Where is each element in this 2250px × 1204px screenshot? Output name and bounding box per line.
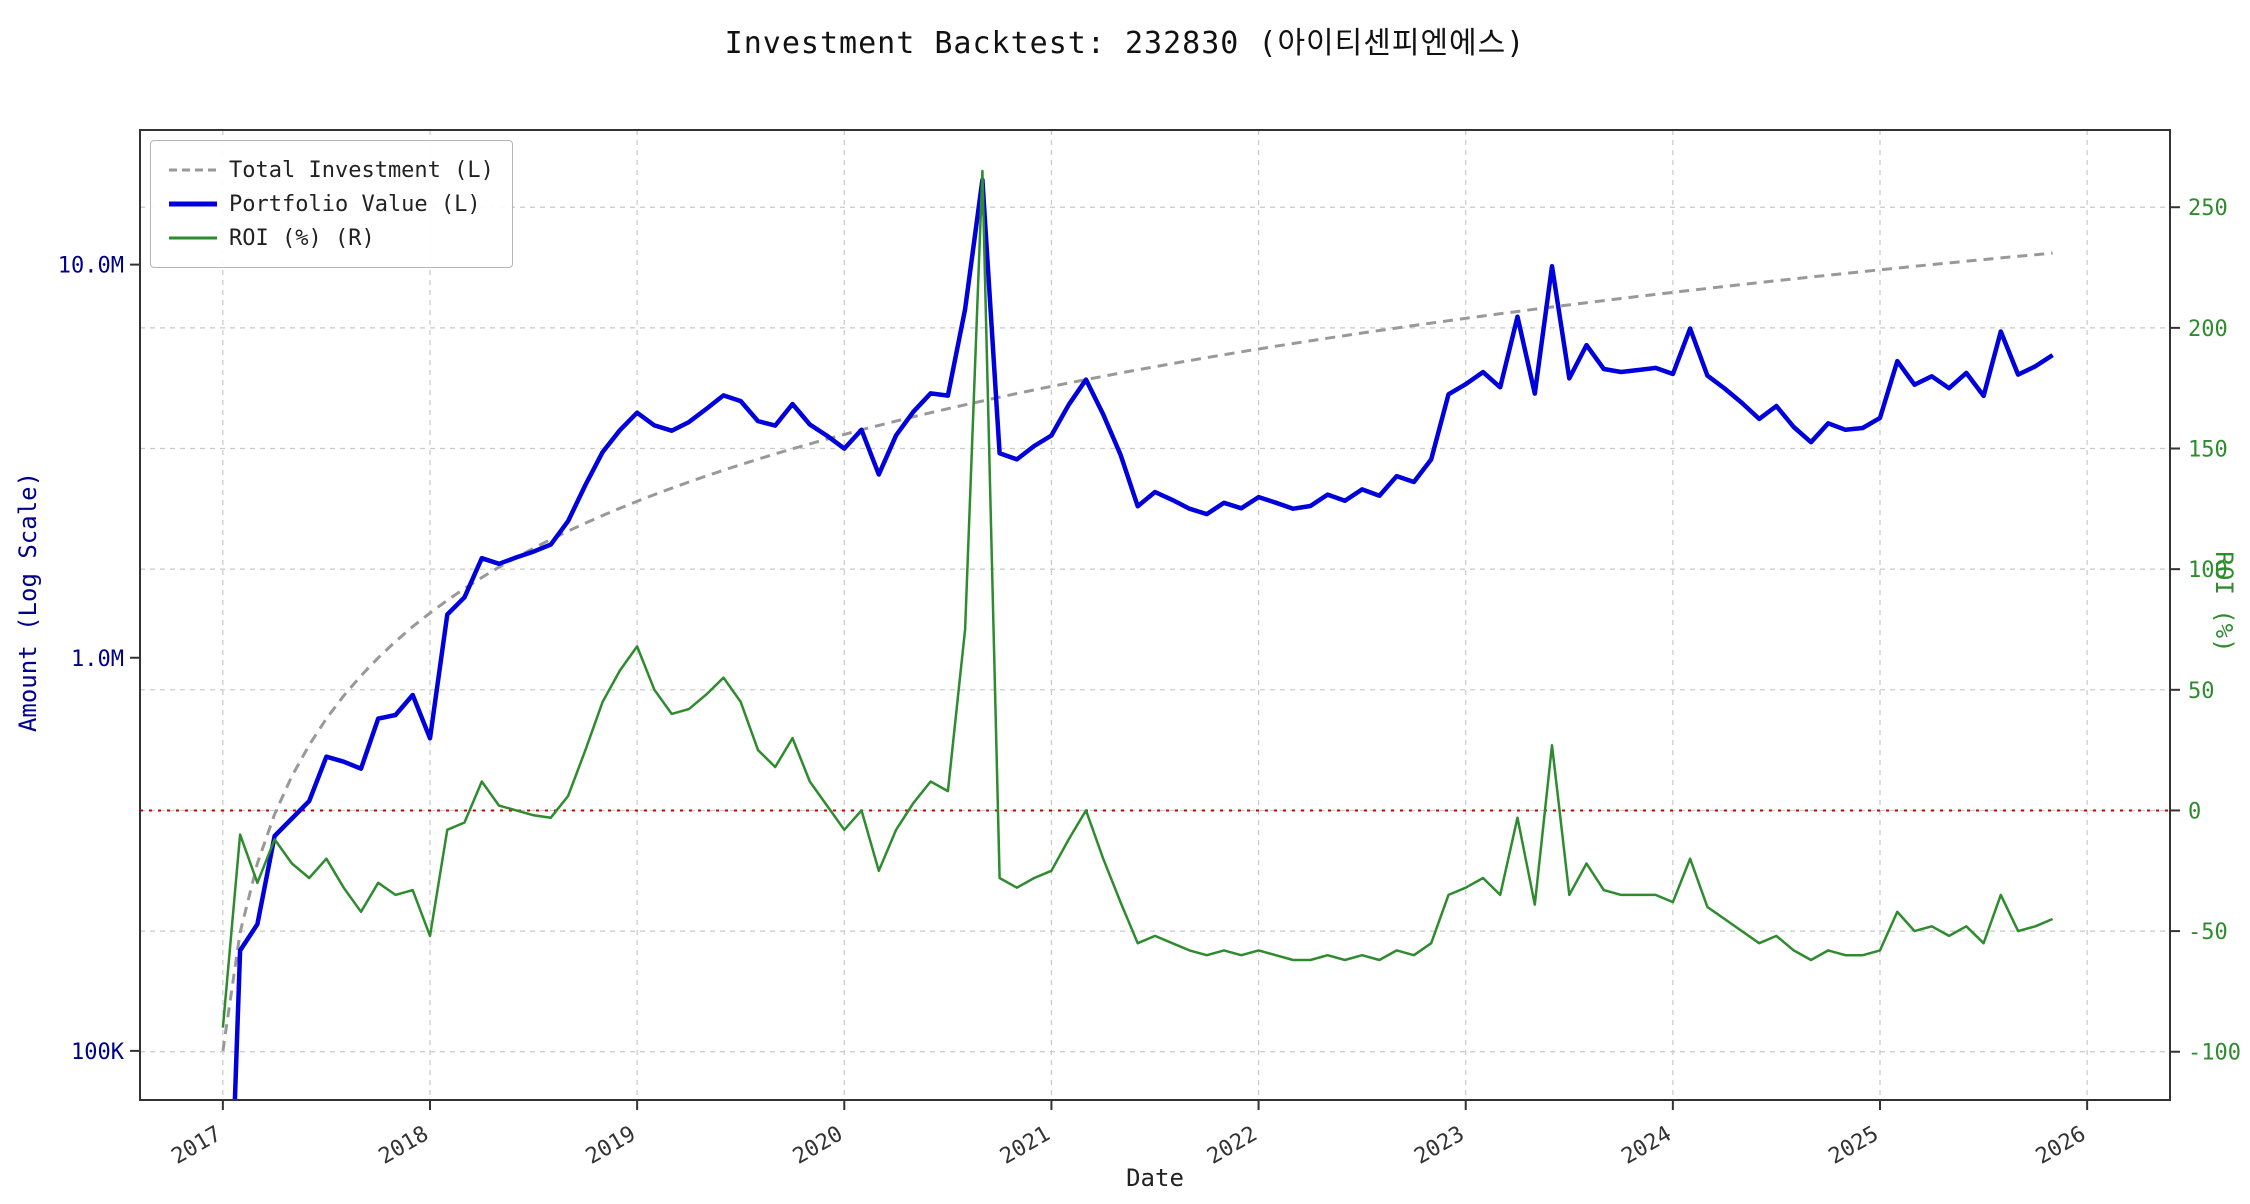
y-right-tick-label: 250 [2188,196,2228,221]
y-right-tick-label: -100 [2188,1041,2241,1066]
x-tick-label: 2021 [996,1122,1054,1170]
y-left-tick-label: 1.0M [71,647,124,672]
y-right-tick-label: -50 [2188,920,2228,945]
legend-label-portfolio-value: Portfolio Value (L) [229,191,481,217]
x-tick-label: 2019 [582,1122,640,1170]
y-right-tick-label: 200 [2188,317,2228,342]
x-tick-label: 2020 [789,1122,847,1170]
y-right-tick-label: 100 [2188,558,2228,583]
x-tick-label: 2017 [167,1122,225,1170]
legend-item-total-investment: Total Investment (L) [169,153,494,187]
x-tick-label: 2025 [1825,1122,1883,1170]
y-right-tick-label: 0 [2188,799,2201,824]
roi-line-swatch-icon [169,236,217,240]
series-total-investment [221,251,2053,1052]
x-tick-label: 2018 [375,1122,433,1170]
legend-label-roi: ROI (%) (R) [229,225,375,251]
series-portfolio-value [232,177,2054,1100]
plot-border [139,129,2171,1101]
x-axis-label: Date [1126,1164,1184,1192]
y-right-tick-label: 50 [2188,679,2215,704]
series-roi [221,169,2054,1028]
x-tick-label: 2024 [1617,1122,1675,1170]
y-left-tick-label: 10.0M [58,254,124,279]
chart-title: Investment Backtest: 232830 (아이티센피엔에스) [724,26,1526,61]
total-investment-line-swatch-icon [169,168,217,172]
portfolio-value-line-swatch-icon [169,201,217,207]
y-left-tick-label: 100K [71,1040,125,1065]
y-axis-label-left: Amount (Log Scale) [14,471,42,733]
x-tick-label: 2023 [1410,1122,1468,1170]
y-axis-label-right: ROI (%) [2210,551,2238,653]
x-tick-label: 2022 [1203,1122,1261,1170]
y-right-tick-label: 150 [2188,438,2228,463]
legend-item-roi: ROI (%) (R) [169,221,494,255]
legend-label-total-investment: Total Investment (L) [229,157,494,183]
x-tick-label: 2026 [2032,1122,2090,1170]
legend-item-portfolio-value: Portfolio Value (L) [169,187,494,221]
legend: Total Investment (L) Portfolio Value (L)… [150,140,513,268]
